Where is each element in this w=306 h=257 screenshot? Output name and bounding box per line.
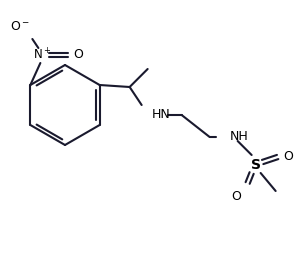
Text: N$^+$: N$^+$ xyxy=(33,47,52,63)
Text: O: O xyxy=(284,151,293,163)
Text: NH: NH xyxy=(230,131,248,143)
Text: O$^-$: O$^-$ xyxy=(10,21,30,33)
Text: HN: HN xyxy=(152,108,170,122)
Text: O: O xyxy=(232,189,241,203)
Text: O: O xyxy=(73,49,83,61)
Text: S: S xyxy=(251,158,261,172)
